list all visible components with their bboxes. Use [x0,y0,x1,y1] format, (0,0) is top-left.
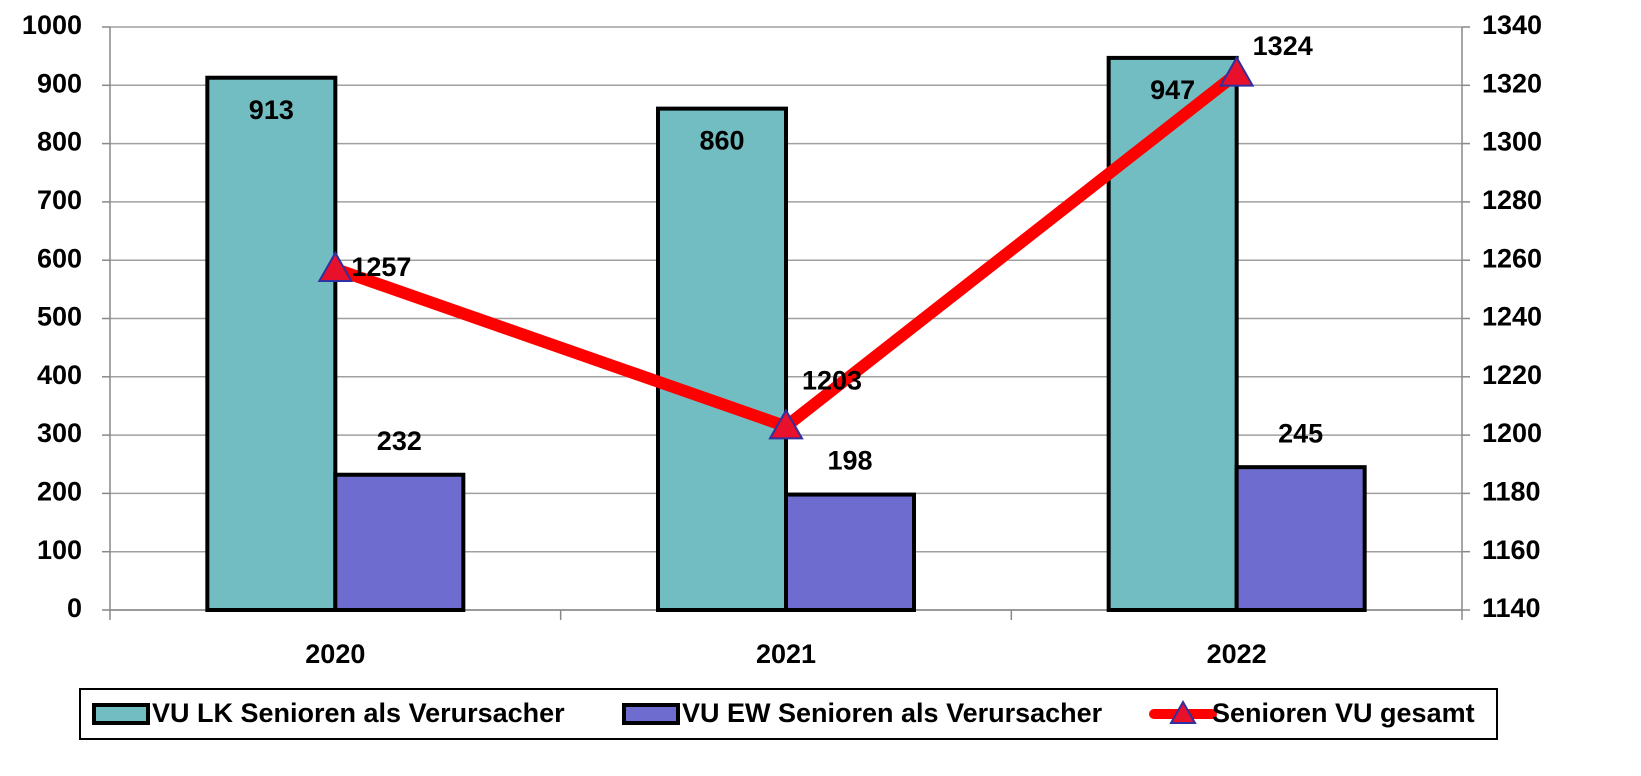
legend-label: VU LK Senioren als Verursacher [152,698,565,728]
data-label: 860 [699,126,744,156]
bar [1106,55,1239,613]
legend-swatch [622,703,680,725]
y2-tick-label: 1140 [1482,593,1541,623]
x-tick-label: 2021 [756,639,816,669]
x-tick-label: 2020 [305,639,365,669]
y-tick-label: 800 [37,127,82,157]
bar [333,472,466,612]
data-label: 198 [827,446,872,476]
y2-tick-label: 1200 [1482,418,1542,448]
y2-tick-label: 1240 [1482,302,1542,332]
y2-tick-label: 1340 [1482,10,1542,40]
y-tick-label: 500 [37,302,82,332]
data-label: 245 [1278,418,1323,448]
bar [1234,465,1367,613]
bar [205,75,338,612]
line-marker [768,408,804,440]
data-label: 232 [377,426,422,456]
y2-tick-label: 1300 [1482,127,1542,157]
data-label: 1257 [351,252,411,282]
data-label: 1324 [1253,31,1313,61]
legend-label: Senioren VU gesamt [1212,698,1475,728]
data-label: 1203 [802,365,862,395]
y-tick-label: 1000 [22,10,82,40]
line-marker [1218,55,1255,87]
x-tick-label: 2022 [1207,639,1267,669]
legend-marker [1169,699,1197,724]
y2-tick-label: 1220 [1482,360,1542,390]
y-tick-label: 200 [37,477,82,507]
y-tick-label: 100 [37,535,82,565]
y2-tick-label: 1180 [1482,477,1541,507]
legend-swatch [92,703,150,725]
legend-label: VU EW Senioren als Verursacher [682,698,1103,728]
y2-tick-label: 1160 [1482,535,1541,565]
y2-tick-label: 1320 [1482,68,1542,98]
bar [656,106,788,613]
y-tick-label: 300 [37,418,82,448]
data-label: 913 [249,95,294,125]
y2-tick-label: 1280 [1482,185,1542,215]
line-marker [317,250,354,282]
y-tick-label: 900 [37,68,82,98]
y-tick-label: 600 [37,243,82,273]
data-label: 947 [1150,75,1195,105]
y-tick-label: 700 [37,185,82,215]
bar [784,492,916,613]
y-tick-label: 400 [37,360,82,390]
y-tick-label: 0 [67,593,82,623]
legend-box [79,688,1498,740]
y2-tick-label: 1260 [1482,243,1542,273]
